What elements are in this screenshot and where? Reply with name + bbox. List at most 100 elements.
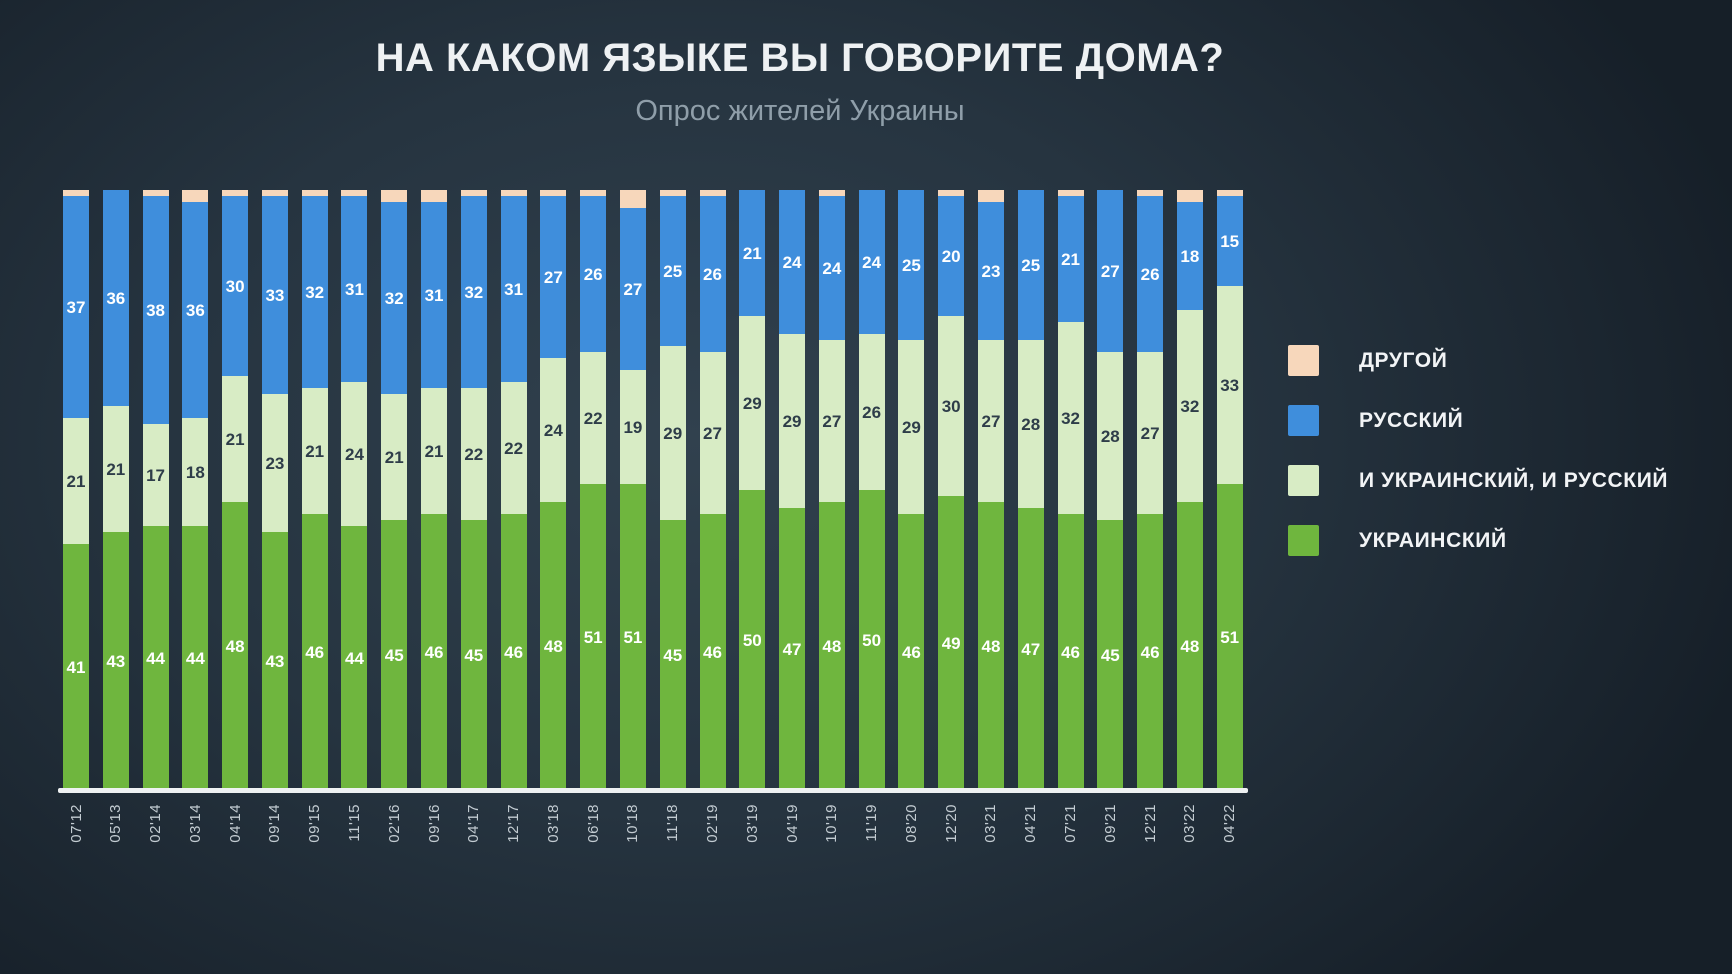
segment-russian: 23 [977, 202, 1004, 340]
x-axis-label-text: 03'22 [1181, 804, 1199, 843]
segment-value-label: 21 [66, 471, 86, 491]
segment-value-label: 27 [1140, 423, 1160, 443]
segment-value-label: 44 [345, 648, 364, 668]
legend-item-other: ДРУГОЙ [1288, 345, 1668, 376]
segment-both: 27 [818, 340, 845, 502]
segment-value-label: 27 [981, 411, 1001, 431]
segment-value-label: 22 [583, 408, 603, 428]
legend-item-both: И УКРАИНСКИЙ, И РУССКИЙ [1288, 465, 1668, 496]
x-axis-label-text: 02'16 [385, 804, 403, 843]
segment-both: 27 [977, 340, 1004, 502]
segment-other [301, 190, 328, 196]
segment-value-label: 46 [1140, 642, 1160, 662]
bar-column: 31 24 44 [341, 190, 368, 790]
bar-column: 23 27 48 [977, 190, 1004, 790]
segment-ukrainian: 51 [1216, 484, 1243, 790]
x-axis-label-text: 09'14 [266, 804, 284, 843]
segment-value-label: 31 [504, 279, 524, 299]
segment-other [222, 190, 249, 196]
segment-ukrainian: 48 [977, 502, 1004, 790]
segment-value-label: 22 [504, 438, 524, 458]
segment-both: 22 [460, 388, 487, 520]
segment-ukrainian: 49 [938, 496, 965, 790]
bar-column: 26 27 46 [699, 190, 726, 790]
segment-russian: 31 [500, 196, 527, 382]
segment-value-label: 44 [185, 648, 205, 668]
x-axis-label-text: 03'18 [544, 804, 562, 843]
segment-both: 26 [858, 334, 885, 490]
segment-value-label: 27 [623, 279, 643, 299]
segment-ukrainian: 45 [1097, 520, 1124, 790]
bar-column: 27 28 45 [1097, 190, 1124, 790]
x-axis-label-text: 07'12 [67, 804, 85, 843]
segment-value-label: 26 [862, 402, 882, 422]
segment-ukrainian: 46 [699, 514, 726, 790]
segment-value-label: 27 [543, 267, 563, 287]
segment-ukrainian: 45 [460, 520, 487, 790]
segment-russian: 38 [142, 196, 169, 424]
segment-both: 22 [580, 352, 607, 484]
segment-russian: 27 [540, 196, 567, 358]
segment-other [1176, 190, 1203, 202]
segment-ukrainian: 44 [142, 526, 169, 790]
x-axis-label: 04'22 [1217, 804, 1243, 882]
x-axis-label: 06'18 [580, 804, 606, 882]
segment-russian: 31 [341, 196, 368, 382]
segment-russian: 26 [1137, 196, 1164, 352]
x-axis-label-text: 04'17 [465, 804, 483, 843]
segment-ukrainian: 46 [1057, 514, 1084, 790]
segment-value-label: 23 [265, 453, 285, 473]
x-axis-label: 04'21 [1018, 804, 1044, 882]
segment-other [182, 190, 209, 202]
x-axis-label: 02'19 [700, 804, 726, 882]
segment-ukrainian: 46 [1137, 514, 1164, 790]
segment-ukrainian: 45 [659, 520, 686, 790]
x-axis-label: 05'13 [103, 804, 129, 882]
chart-subtitle: Опрос жителей Украины [635, 95, 965, 127]
segment-value-label: 18 [185, 462, 205, 482]
segment-ukrainian: 46 [301, 514, 328, 790]
segment-value-label: 33 [1220, 375, 1240, 395]
legend-swatch-ukrainian [1288, 525, 1319, 556]
segment-both: 24 [540, 358, 567, 502]
bar-column: 20 30 49 [938, 190, 965, 790]
x-axis-label: 04'19 [779, 804, 805, 882]
segment-value-label: 28 [1021, 414, 1041, 434]
x-axis-label: 04'17 [461, 804, 487, 882]
segment-ukrainian: 50 [739, 490, 766, 790]
segment-russian: 24 [818, 196, 845, 340]
segment-value-label: 15 [1220, 231, 1240, 251]
segment-value-label: 24 [782, 252, 802, 272]
segment-value-label: 24 [345, 444, 364, 464]
segment-ukrainian: 46 [421, 514, 448, 790]
segment-russian: 32 [460, 196, 487, 388]
segment-ukrainian: 48 [540, 502, 567, 790]
segment-both: 27 [1137, 352, 1164, 514]
segment-both: 30 [938, 316, 965, 496]
x-axis-label: 07'12 [63, 804, 89, 882]
bar-column: 36 18 44 [182, 190, 209, 790]
segment-other [381, 190, 408, 202]
segment-value-label: 26 [703, 264, 722, 284]
segment-value-label: 41 [66, 657, 86, 677]
segment-russian: 25 [1017, 190, 1044, 340]
segment-both: 23 [261, 394, 288, 532]
x-axis-label: 12'17 [501, 804, 527, 882]
bar-column: 15 33 51 [1216, 190, 1243, 790]
x-axis-label-text: 05'13 [107, 804, 125, 843]
segment-both: 22 [500, 382, 527, 514]
bar-column: 33 23 43 [261, 190, 288, 790]
bar-column: 31 22 46 [500, 190, 527, 790]
bar-column: 21 29 50 [739, 190, 766, 790]
segment-both: 21 [63, 418, 89, 544]
segment-both: 28 [1097, 352, 1124, 520]
stacked-bar-chart: 37 21 41 36 21 43 38 17 44 36 18 44 30 21 48 33 23 43 32 21… [58, 190, 1248, 882]
segment-value-label: 36 [106, 288, 126, 308]
segment-ukrainian: 47 [779, 508, 806, 790]
segment-russian: 27 [619, 208, 646, 370]
segment-russian: 32 [301, 196, 328, 388]
segment-other [261, 190, 288, 196]
segment-other [818, 190, 845, 196]
segment-other [699, 190, 726, 196]
segment-value-label: 19 [623, 417, 643, 437]
